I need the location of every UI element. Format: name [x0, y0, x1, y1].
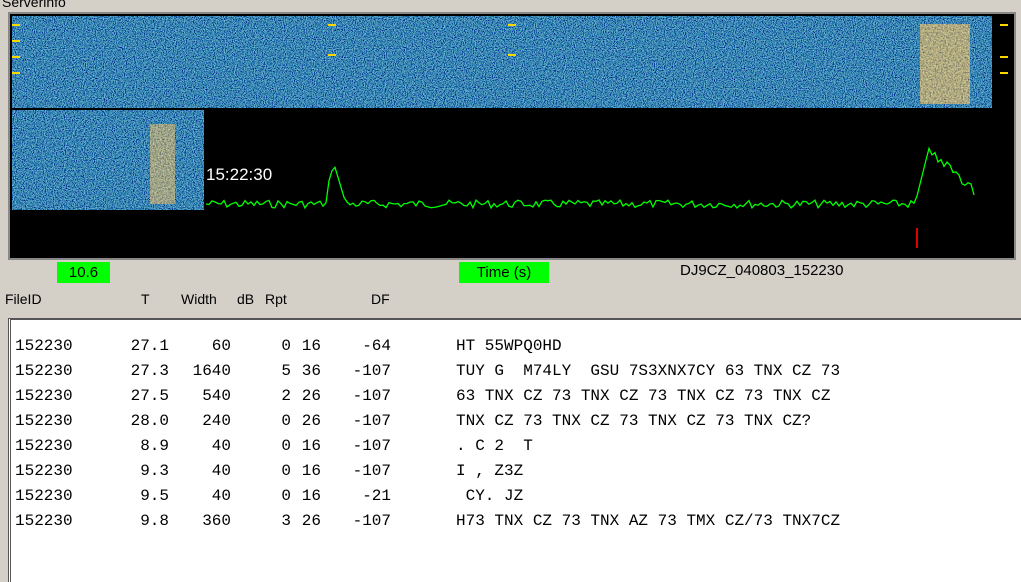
scale-tick [12, 40, 20, 42]
decoded-text: CY. JZ [456, 487, 1016, 505]
row-cell: -21 [333, 487, 391, 505]
row-cell: 40 [171, 437, 231, 455]
column-header: DF [371, 291, 390, 307]
row-cell: 16 [293, 337, 321, 355]
scale-tick [508, 24, 516, 26]
column-header: T [141, 291, 150, 307]
row-cell: 26 [293, 412, 321, 430]
row-cell: 60 [171, 337, 231, 355]
row-cell: 2 [233, 387, 291, 405]
row-cell: 3 [233, 512, 291, 530]
row-cell: 0 [233, 462, 291, 480]
row-cell: 40 [171, 462, 231, 480]
row-cell: 26 [293, 387, 321, 405]
row-cell: -107 [333, 412, 391, 430]
row-cell: 0 [233, 437, 291, 455]
column-header: Rpt [265, 291, 287, 307]
column-header: FileID [5, 291, 42, 307]
row-cell: 27.3 [111, 362, 169, 380]
window-title: Serverinfo [2, 0, 66, 10]
waterfall-panel: 15:22:30 [8, 12, 1016, 260]
row-cell: -107 [333, 437, 391, 455]
waterfall-zoom [12, 110, 204, 210]
row-cell: 1640 [171, 362, 231, 380]
row-cell: 27.5 [111, 387, 169, 405]
row-cell: 9.5 [111, 487, 169, 505]
file-name: DJ9CZ_040803_152230 [680, 262, 843, 279]
row-cell: 152230 [15, 462, 75, 480]
decoded-text: . C 2 T [456, 437, 1016, 455]
row-cell: 540 [171, 387, 231, 405]
scale-tick [12, 24, 20, 26]
cursor-marker [916, 228, 918, 248]
row-cell: 152230 [15, 412, 75, 430]
row-cell: 240 [171, 412, 231, 430]
row-cell: 360 [171, 512, 231, 530]
row-cell: 0 [233, 412, 291, 430]
signal-hotspot [920, 24, 970, 104]
row-cell: -107 [333, 512, 391, 530]
axis-label: Time (s) [459, 262, 549, 283]
row-cell: 27.1 [111, 337, 169, 355]
row-cell: 0 [233, 337, 291, 355]
scale-tick [1000, 72, 1008, 74]
row-cell: 28.0 [111, 412, 169, 430]
row-cell: 9.3 [111, 462, 169, 480]
row-cell: 8.9 [111, 437, 169, 455]
signal-hotspot [150, 124, 175, 204]
time-label: 15:22:30 [206, 165, 272, 184]
row-cell: 9.8 [111, 512, 169, 530]
status-value: 10.6 [57, 262, 110, 283]
row-cell: -107 [333, 362, 391, 380]
row-cell: 152230 [15, 362, 75, 380]
row-cell: 26 [293, 512, 321, 530]
decoded-text: H73 TNX CZ 73 TNX AZ 73 TMX CZ/73 TNX7CZ [456, 512, 1016, 530]
row-cell: 40 [171, 487, 231, 505]
scale-tick [328, 54, 336, 56]
app-window: Serverinfo 15:22:30 10.6 Time (s) DJ9CZ_… [0, 0, 1021, 582]
row-cell: -107 [333, 387, 391, 405]
scale-tick [328, 24, 336, 26]
row-cell: 152230 [15, 437, 75, 455]
row-cell: 0 [233, 487, 291, 505]
waterfall: 15:22:30 [10, 14, 1014, 258]
row-cell: 152230 [15, 387, 75, 405]
row-cell: 16 [293, 487, 321, 505]
decoded-text: 63 TNX CZ 73 TNX CZ 73 TNX CZ 73 TNX CZ [456, 387, 1016, 405]
scale-tick [12, 56, 20, 58]
decoded-text: TNX CZ 73 TNX CZ 73 TNX CZ 73 TNX CZ? [456, 412, 1016, 430]
row-cell: 152230 [15, 487, 75, 505]
scale-tick [12, 72, 20, 74]
row-cell: 16 [293, 437, 321, 455]
waterfall-top [12, 16, 992, 108]
scale-tick [1000, 24, 1008, 26]
row-cell: -107 [333, 462, 391, 480]
decoded-text: HT 55WPQ0HD [456, 337, 1016, 355]
row-cell: 152230 [15, 337, 75, 355]
row-cell: 36 [293, 362, 321, 380]
decoded-text: TUY G M74LY GSU 7S3XNX7CY 63 TNX CZ 73 [456, 362, 1016, 380]
column-header: Width [181, 291, 217, 307]
column-header: dB [237, 291, 254, 307]
scale-tick [1000, 56, 1008, 58]
row-cell: 152230 [15, 512, 75, 530]
row-cell: -64 [333, 337, 391, 355]
row-cell: 5 [233, 362, 291, 380]
scale-tick [508, 54, 516, 56]
decoded-text: I , Z3Z [456, 462, 1016, 480]
signal-trace [206, 148, 974, 208]
row-cell: 16 [293, 462, 321, 480]
